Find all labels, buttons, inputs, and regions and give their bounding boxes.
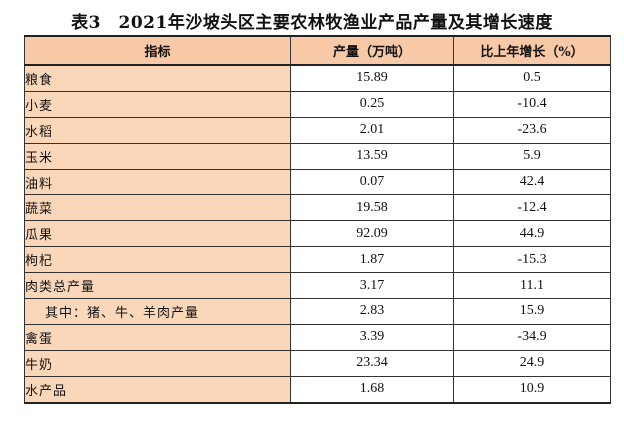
row-label: 油料 [24, 168, 291, 196]
row-label: 肉类总产量 [24, 272, 291, 300]
row-growth: 44.9 [453, 220, 611, 248]
row-output: 2.83 [290, 298, 454, 325]
row-label: 禽蛋 [24, 323, 291, 351]
row-label: 小麦 [24, 90, 291, 118]
table-row: 水产品 1.68 10.9 [24, 375, 611, 404]
row-output: 3.17 [290, 272, 454, 300]
table-row: 玉米 13.59 5.9 [24, 142, 611, 170]
row-growth: 11.1 [453, 272, 611, 300]
row-output: 1.87 [290, 246, 454, 274]
row-label: 枸杞 [24, 246, 291, 274]
table-title: 表3 2021年沙坡头区主要农林牧渔业产品产量及其增长速度 [71, 13, 553, 33]
row-growth: 24.9 [453, 349, 611, 377]
table-row: 枸杞 1.87 -15.3 [24, 246, 611, 274]
row-output: 23.34 [290, 349, 454, 377]
table-row: 小麦 0.25 -10.4 [24, 90, 611, 118]
production-table: 指标 产量（万吨） 比上年增长（%） 粮食 15.89 0.5 小麦 0.25 … [24, 35, 611, 404]
row-output: 0.07 [290, 168, 454, 196]
row-growth: 42.4 [453, 168, 611, 196]
row-growth: 5.9 [453, 142, 611, 170]
row-growth: -15.3 [453, 246, 611, 274]
row-label-sub: 其中：猪、牛、羊肉产量 [24, 298, 291, 325]
row-label: 粮食 [24, 64, 291, 92]
table-row: 禽蛋 3.39 -34.9 [24, 323, 611, 351]
header-growth: 比上年增长（%） [453, 35, 611, 66]
row-output: 15.89 [290, 64, 454, 92]
table-row: 瓜果 92.09 44.9 [24, 220, 611, 248]
row-growth: -23.6 [453, 116, 611, 144]
table-header-row: 指标 产量（万吨） 比上年增长（%） [24, 35, 611, 66]
row-growth: -34.9 [453, 323, 611, 351]
row-growth: 10.9 [453, 375, 611, 404]
row-label: 瓜果 [24, 220, 291, 248]
row-output: 92.09 [290, 220, 454, 248]
row-output: 1.68 [290, 375, 454, 404]
row-label: 蔬菜 [24, 194, 291, 222]
row-label: 牛奶 [24, 349, 291, 377]
table-row: 牛奶 23.34 24.9 [24, 349, 611, 377]
table-row: 水稻 2.01 -23.6 [24, 116, 611, 144]
row-output: 13.59 [290, 142, 454, 170]
row-output: 0.25 [290, 90, 454, 118]
table-row: 粮食 15.89 0.5 [24, 64, 611, 92]
header-indicator: 指标 [24, 35, 291, 66]
table-row: 蔬菜 19.58 -12.4 [24, 194, 611, 222]
row-label: 水稻 [24, 116, 291, 144]
row-growth: -10.4 [453, 90, 611, 118]
row-growth: 0.5 [453, 64, 611, 92]
row-output: 3.39 [290, 323, 454, 351]
table-row: 其中：猪、牛、羊肉产量 2.83 15.9 [24, 298, 611, 325]
row-output: 2.01 [290, 116, 454, 144]
row-label: 玉米 [24, 142, 291, 170]
header-output: 产量（万吨） [290, 35, 454, 66]
table-row: 油料 0.07 42.4 [24, 168, 611, 196]
row-label: 水产品 [24, 375, 291, 404]
row-growth: -12.4 [453, 194, 611, 222]
table-row: 肉类总产量 3.17 11.1 [24, 272, 611, 300]
row-growth: 15.9 [453, 298, 611, 325]
row-output: 19.58 [290, 194, 454, 222]
